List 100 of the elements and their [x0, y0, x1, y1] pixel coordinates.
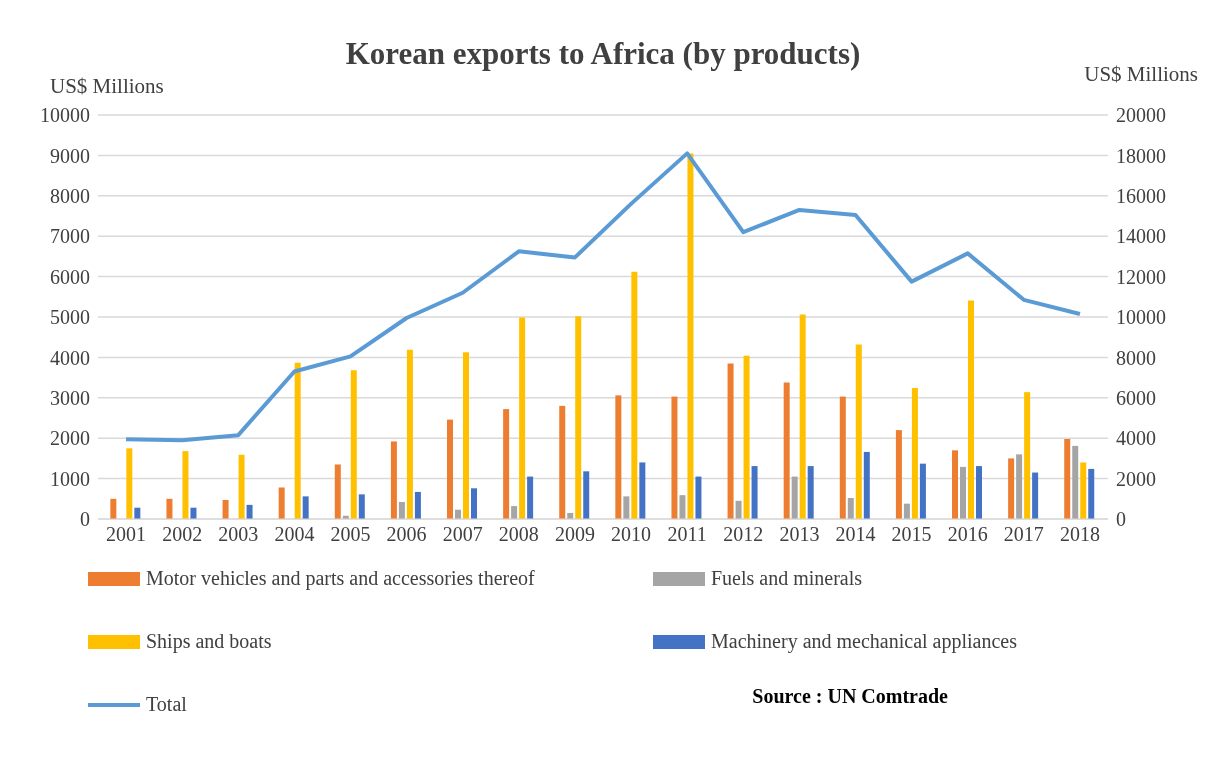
chart-title: Korean exports to Africa (by products): [345, 36, 861, 71]
x-tick-label: 2006: [386, 523, 427, 546]
bar: [575, 316, 582, 519]
bar: [1024, 392, 1031, 519]
bar: [791, 476, 798, 519]
y-tick-label: 7000: [50, 225, 90, 248]
legend-label: Motor vehicles and parts and accessories thereof: [146, 567, 535, 590]
bar: [895, 430, 902, 519]
y2-tick-label: 16000: [1116, 184, 1166, 207]
x-tick-label: 2016: [947, 523, 988, 546]
bar: [1008, 458, 1015, 519]
bar: [463, 352, 470, 519]
y-tick-label: 3000: [50, 386, 90, 409]
x-tick-label: 2001: [106, 523, 147, 546]
line-series: [124, 151, 1082, 443]
bar: [807, 466, 814, 519]
bar: [631, 271, 638, 519]
y2-tick-label: 2000: [1116, 467, 1156, 490]
x-tick-label: 2017: [1003, 523, 1044, 546]
y2-tick-label: 10000: [1116, 306, 1166, 329]
bar: [302, 496, 309, 519]
y-tick-label: 0: [80, 508, 90, 531]
bar: [639, 462, 646, 519]
y2-tick-label: 0: [1116, 508, 1126, 531]
y2-tick-label: 4000: [1116, 427, 1156, 450]
bar: [406, 349, 413, 519]
x-tick-label: 2003: [218, 523, 259, 546]
bar: [952, 450, 959, 519]
y-tick-label: 4000: [50, 346, 90, 369]
bar: [166, 498, 173, 519]
bar: [583, 471, 590, 519]
bar: [783, 382, 790, 519]
bar: [278, 487, 285, 519]
y-tick-label: 6000: [50, 265, 90, 288]
bar: [863, 451, 870, 519]
bar: [182, 451, 189, 519]
bar: [727, 363, 734, 519]
bar: [687, 153, 694, 519]
bar: [743, 355, 750, 519]
x-tick-label: 2013: [779, 523, 820, 546]
bar: [447, 419, 454, 519]
bar: [847, 497, 854, 519]
bar: [919, 463, 926, 519]
bar: [1088, 468, 1095, 519]
bar: [503, 409, 510, 519]
bar: [350, 370, 357, 519]
y2-tick-label: 6000: [1116, 386, 1156, 409]
bar: [968, 300, 975, 519]
y-tick-label: 9000: [50, 144, 90, 167]
bar: [679, 495, 686, 519]
bar: [358, 494, 365, 519]
y2-tick-label: 18000: [1116, 144, 1166, 167]
bar: [735, 500, 742, 519]
x-tick-label: 2007: [442, 523, 483, 546]
bar: [903, 503, 910, 519]
y-tick-label: 10000: [40, 104, 90, 127]
bar: [1080, 462, 1087, 519]
x-tick-label: 2015: [891, 523, 932, 546]
x-tick-label: 2011: [667, 523, 707, 546]
x-tick-label: 2010: [611, 523, 652, 546]
bar: [960, 466, 967, 519]
y-tick-label: 1000: [50, 467, 90, 490]
legend-label: Fuels and minerals: [711, 567, 863, 590]
bar: [855, 344, 862, 519]
bar: [527, 476, 534, 519]
bar: [1064, 439, 1071, 519]
bar: [695, 476, 702, 519]
y2-tick-label: 8000: [1116, 346, 1156, 369]
source-note: Source : UN Comtrade: [752, 685, 948, 708]
bar: [911, 388, 918, 519]
y2-tick-label: 14000: [1116, 225, 1166, 248]
y-tick-label: 8000: [50, 184, 90, 207]
x-tick-label: 2018: [1059, 523, 1100, 546]
bar: [615, 395, 622, 519]
bar: [1072, 445, 1079, 519]
bar: [511, 506, 518, 519]
bar: [390, 441, 397, 519]
bar: [751, 466, 758, 519]
bar: [519, 317, 526, 519]
y2-tick-label: 20000: [1116, 104, 1166, 127]
bar: [334, 464, 341, 519]
bar: [559, 405, 566, 519]
x-tick-label: 2009: [554, 523, 595, 546]
bar: [671, 396, 678, 519]
y2-tick-label: 12000: [1116, 265, 1166, 288]
bar: [126, 448, 133, 519]
bar: [398, 502, 405, 519]
bar: [623, 496, 630, 519]
bar: [976, 466, 983, 519]
bar: [1016, 454, 1023, 519]
y2-axis-title: US$ Millions: [1084, 62, 1198, 88]
legend-label: Ships and boats: [146, 630, 272, 653]
x-tick-label: 2012: [723, 523, 764, 546]
bar: [1032, 472, 1039, 519]
y-tick-label: 5000: [50, 306, 90, 329]
bar: [294, 362, 301, 519]
bar: [246, 504, 253, 519]
bar: [799, 314, 806, 519]
bar: [222, 500, 229, 519]
x-tick-label: 2005: [330, 523, 371, 546]
